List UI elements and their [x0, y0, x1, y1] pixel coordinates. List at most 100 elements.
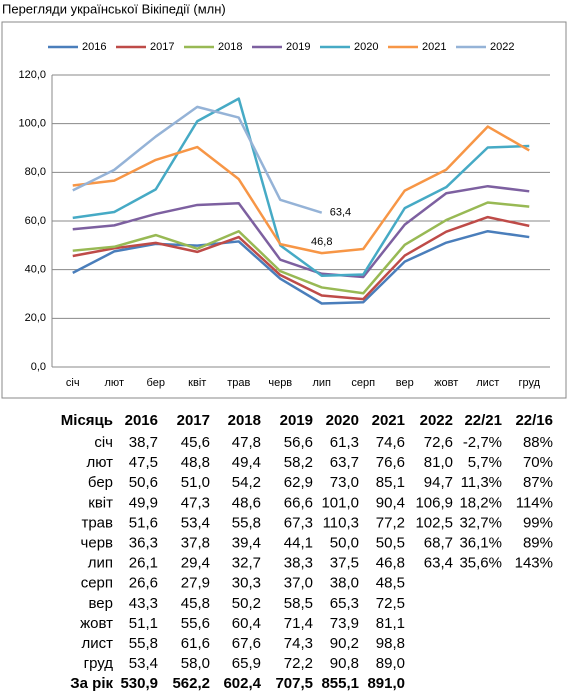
table-header: 2016: [125, 412, 158, 429]
series-line: [72, 201, 530, 295]
table-cell: 49,9: [129, 494, 158, 511]
y-tick-label: 80,0: [25, 166, 46, 178]
x-tick-label: серп: [351, 377, 375, 389]
table-cell: 73,0: [330, 474, 359, 491]
table-cell: 81,0: [424, 454, 453, 471]
legend-label: 2021: [422, 41, 446, 53]
table-cell: 68,7: [424, 534, 453, 551]
table-header: 22/16: [515, 412, 553, 429]
table-cell: 53,4: [129, 655, 158, 672]
table-cell: 62,9: [284, 474, 313, 491]
table-header: 2017: [177, 412, 210, 429]
table-cell: 74,6: [376, 434, 405, 451]
table-cell: 49,4: [232, 454, 261, 471]
x-tick-label: вер: [396, 377, 414, 389]
table-cell: 54,2: [232, 474, 261, 491]
table-cell: вер: [89, 595, 114, 612]
table-cell: 26,1: [129, 555, 158, 572]
x-tick-label: лют: [105, 377, 124, 389]
table-cell: 67,3: [284, 514, 313, 531]
table-cell: 51,6: [129, 514, 158, 531]
table-cell: лип: [88, 555, 113, 572]
series-line: [72, 105, 323, 214]
table-cell: 891,0: [367, 675, 405, 692]
table-cell: 110,3: [323, 514, 359, 531]
table-cell: 602,4: [223, 675, 261, 692]
table-cell: 26,6: [129, 575, 158, 592]
table-cell: 47,5: [129, 454, 158, 471]
series-line: [72, 184, 530, 279]
table-cell: лют: [86, 454, 113, 471]
table-cell: 18,2%: [459, 494, 502, 511]
table-cell: За рік: [70, 675, 113, 692]
table-cell: 89,0: [376, 655, 405, 672]
x-tick-label: січ: [66, 377, 80, 389]
table-cell: трав: [81, 514, 113, 531]
table-cell: 61,3: [330, 434, 359, 451]
table-cell: 101,0: [321, 494, 359, 511]
table-cell: 76,6: [376, 454, 405, 471]
table-cell: 73,9: [330, 615, 359, 632]
table-cell: 48,6: [232, 494, 261, 511]
table-cell: серп: [81, 575, 113, 592]
table-cell: 58,2: [284, 454, 313, 471]
chart-title: Перегляди української Вікіпедії (млн): [2, 1, 226, 16]
table-cell: 61,6: [181, 635, 210, 652]
table-cell: 114%: [516, 494, 553, 511]
table-cell: 67,6: [232, 635, 261, 652]
table-cell: 90,8: [330, 655, 359, 672]
table-cell: 38,7: [129, 434, 158, 451]
y-tick-label: 100,0: [18, 118, 46, 130]
legend-label: 2016: [82, 41, 106, 53]
table-cell: 87%: [523, 474, 553, 491]
table-cell: 38,0: [330, 575, 359, 592]
table-cell: 45,6: [181, 434, 210, 451]
table-cell: 106,9: [415, 494, 453, 511]
table-cell: 85,1: [376, 474, 405, 491]
x-tick-label: бер: [147, 377, 165, 389]
y-tick-label: 60,0: [25, 215, 46, 227]
table-cell: 60,4: [232, 615, 261, 632]
table-cell: 47,3: [181, 494, 210, 511]
table-cell: 32,7%: [459, 514, 502, 531]
table-cell: 55,8: [232, 514, 261, 531]
table-cell: 94,7: [424, 474, 453, 491]
y-tick-label: 120,0: [18, 69, 46, 81]
table-cell: 11,3%: [461, 474, 502, 491]
table-cell: 37,8: [181, 534, 210, 551]
table-header: 2022: [420, 412, 453, 429]
table-cell: черв: [81, 534, 113, 551]
table-cell: 44,1: [284, 534, 313, 551]
table-cell: 77,2: [376, 514, 405, 531]
chart-frame: [1, 21, 567, 399]
series-line: [72, 125, 530, 255]
table-header: Місяць: [61, 412, 113, 429]
x-tick-label: квіт: [188, 377, 206, 389]
data-label: 63,4: [330, 207, 351, 219]
table-cell: 65,9: [232, 655, 261, 672]
table-cell: 48,5: [376, 575, 405, 592]
table-header: 2020: [326, 412, 359, 429]
table-cell: 90,2: [330, 635, 359, 652]
table-header: 22/21: [464, 412, 502, 429]
table-cell: 53,4: [181, 514, 210, 531]
table-cell: 530,9: [120, 675, 158, 692]
table-cell: бер: [88, 474, 113, 491]
table-cell: квіт: [88, 494, 113, 511]
table-cell: 30,3: [232, 575, 261, 592]
legend-label: 2022: [490, 41, 514, 53]
x-tick-label: лип: [312, 377, 331, 389]
table-cell: 855,1: [321, 675, 359, 692]
table-cell: 89%: [523, 534, 553, 551]
legend-label: 2017: [150, 41, 174, 53]
table-cell: жовт: [80, 615, 113, 632]
table-cell: 55,6: [181, 615, 210, 632]
y-tick-label: 0,0: [31, 361, 46, 373]
table-cell: 143%: [515, 555, 553, 572]
table-cell: 45,8: [181, 595, 210, 612]
table-cell: 102,5: [415, 514, 453, 531]
table-cell: 43,3: [129, 595, 158, 612]
legend-label: 2018: [218, 41, 242, 53]
table-header: 2021: [372, 412, 405, 429]
table-cell: 63,7: [330, 454, 359, 471]
